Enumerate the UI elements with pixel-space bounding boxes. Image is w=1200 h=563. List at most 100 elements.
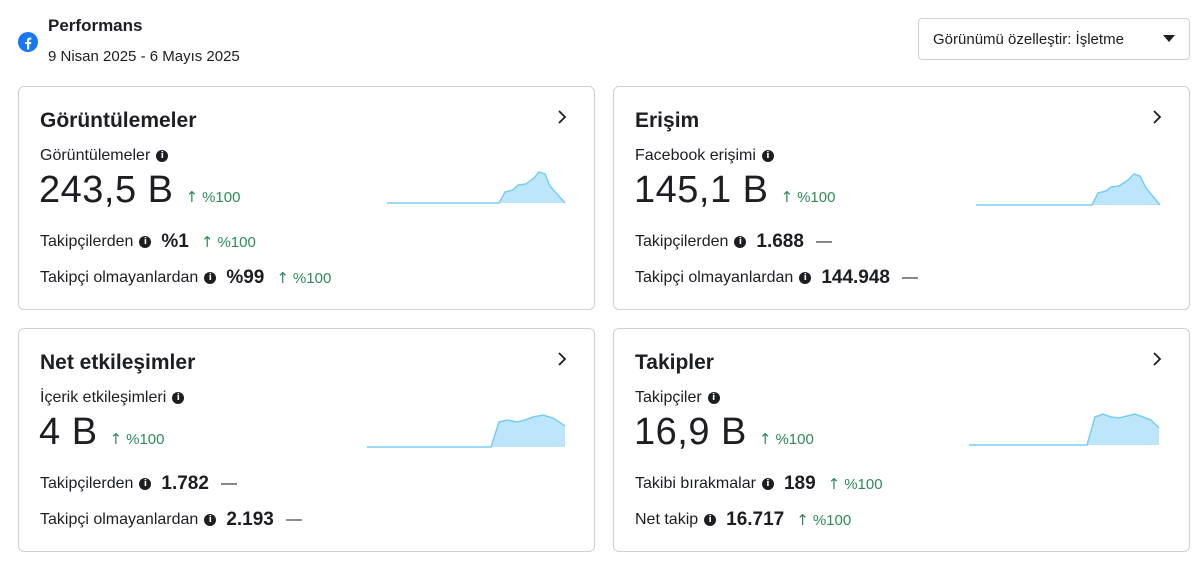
- row-from-non-followers: Takipçi olmayanlardan i 144.948 —: [635, 267, 918, 289]
- metric-change: ↑ %100: [759, 430, 814, 448]
- row-label: Net takip: [635, 511, 699, 528]
- arrow-up-icon: ↑: [109, 430, 123, 448]
- arrow-up-icon: ↑: [276, 269, 289, 287]
- info-icon[interactable]: i: [734, 236, 747, 248]
- row-change: —: [220, 475, 237, 492]
- row-label: Takipçi olmayanlardan: [40, 269, 199, 286]
- row-change: ↑ %100: [276, 269, 331, 287]
- sparkline-chart: [969, 413, 1160, 446]
- row-label: Takipçilerden: [40, 475, 134, 492]
- row-label: Takibi bırakmalar: [635, 475, 756, 492]
- info-icon[interactable]: i: [761, 478, 774, 490]
- chevron-right-icon[interactable]: [556, 351, 568, 367]
- row-change: ↑ %100: [201, 233, 256, 251]
- page-title: Performans: [48, 16, 143, 35]
- row-change-text: %100: [292, 270, 332, 287]
- facebook-logo-icon: [18, 32, 38, 52]
- date-range: 9 Nisan 2025 - 6 Mayıs 2025: [48, 48, 240, 65]
- customize-view-label: Görünümü özelleştir: İşletme: [933, 30, 1124, 48]
- metric-change-text: %100: [775, 431, 814, 448]
- card-follows: Takipler Takipçiler i 16,9 B ↑ %100 Takibi…: [613, 328, 1190, 552]
- row-unfollows: Takibi bırakmalar i 189 ↑ %100: [635, 473, 883, 495]
- row-label: Takipçi olmayanlardan: [40, 511, 199, 528]
- info-icon[interactable]: i: [204, 272, 217, 284]
- row-label: Takipçi olmayanlardan: [635, 269, 794, 286]
- row-label: Takipçilerden: [635, 233, 729, 250]
- info-icon[interactable]: i: [707, 392, 720, 404]
- sparkline-chart: [367, 414, 566, 448]
- row-value: 2.193: [226, 509, 274, 530]
- metric-value-row: 16,9 B ↑ %100: [634, 411, 814, 454]
- metric-value: 145,1 B: [634, 169, 769, 211]
- metric-label-text: Görüntülemeler: [40, 147, 151, 164]
- info-icon[interactable]: i: [204, 514, 217, 526]
- arrow-up-icon: ↑: [200, 233, 214, 251]
- performance-header: Performans 9 Nisan 2025 - 6 Mayıs 2025 G…: [18, 14, 1190, 74]
- info-icon[interactable]: i: [704, 514, 717, 526]
- row-change-text: %100: [812, 512, 852, 529]
- card-title: Takipler: [635, 351, 714, 374]
- row-from-non-followers: Takipçi olmayanlardan i %99 ↑ %100: [40, 267, 331, 289]
- card-title: Görüntülemeler: [40, 109, 197, 132]
- customize-view-dropdown[interactable]: Görünümü özelleştir: İşletme: [918, 18, 1190, 60]
- row-value: 1.688: [756, 231, 804, 252]
- metric-value-row: 145,1 B ↑ %100: [634, 169, 835, 212]
- row-change: —: [815, 233, 832, 250]
- chevron-right-icon[interactable]: [1151, 109, 1163, 125]
- metric-label: İçerik etkileşimleri i: [40, 389, 185, 407]
- metric-change: ↑ %100: [110, 430, 165, 448]
- chevron-right-icon[interactable]: [556, 109, 568, 125]
- metric-change-text: %100: [126, 431, 165, 448]
- metric-label-text: Facebook erişimi: [635, 147, 756, 164]
- metric-value-row: 4 B ↑ %100: [39, 411, 165, 454]
- metric-label: Takipçiler i: [635, 389, 720, 407]
- row-value: 16.717: [726, 509, 785, 530]
- metric-label: Facebook erişimi i: [635, 147, 774, 165]
- chevron-right-icon[interactable]: [1151, 351, 1163, 367]
- row-from-followers: Takipçilerden i 1.782 —: [40, 473, 237, 495]
- row-change-text: %100: [844, 476, 883, 493]
- row-from-followers: Takipçilerden i %1 ↑ %100: [40, 231, 256, 253]
- metric-label-text: İçerik etkileşimleri: [40, 389, 167, 406]
- row-net-follows: Net takip i 16.717 ↑ %100: [635, 509, 851, 531]
- metric-label: Görüntülemeler i: [40, 147, 169, 165]
- arrow-up-icon: ↑: [796, 511, 809, 529]
- metric-change: ↑ %100: [781, 188, 836, 206]
- info-icon[interactable]: i: [139, 236, 152, 248]
- row-value: %1: [161, 231, 189, 252]
- metric-change-text: %100: [797, 189, 836, 206]
- info-icon[interactable]: i: [799, 272, 812, 284]
- row-value: 144.948: [821, 267, 890, 288]
- row-change: —: [285, 511, 302, 528]
- metric-value-row: 243,5 B ↑ %100: [39, 169, 240, 212]
- arrow-up-icon: ↑: [758, 430, 772, 448]
- card-title: Erişim: [635, 109, 700, 132]
- row-change: ↑ %100: [828, 475, 883, 493]
- metric-label-text: Takipçiler: [635, 389, 702, 406]
- card-impressions: Görüntülemeler Görüntülemeler i 243,5 B ↑…: [18, 86, 595, 310]
- row-label: Takipçilerden: [40, 233, 134, 250]
- info-icon[interactable]: i: [172, 392, 185, 404]
- metric-value: 4 B: [39, 411, 98, 453]
- card-net-engagement: Net etkileşimler İçerik etkileşimleri i 4…: [18, 328, 595, 552]
- row-from-non-followers: Takipçi olmayanlardan i 2.193 —: [40, 509, 302, 531]
- metric-change-text: %100: [202, 189, 241, 206]
- info-icon[interactable]: i: [156, 150, 169, 162]
- arrow-up-icon: ↑: [185, 188, 199, 206]
- card-reach: Erişim Facebook erişimi i 145,1 B ↑ %100 T…: [613, 86, 1190, 310]
- info-icon[interactable]: i: [139, 478, 152, 490]
- row-value: %99: [226, 267, 265, 288]
- row-change: ↑ %100: [796, 511, 851, 529]
- metric-change: ↑ %100: [186, 188, 241, 206]
- info-icon[interactable]: i: [761, 150, 774, 162]
- metric-value: 243,5 B: [39, 169, 174, 211]
- row-change: —: [902, 269, 918, 286]
- card-title: Net etkileşimler: [40, 351, 196, 374]
- row-value: 189: [783, 473, 816, 494]
- arrow-up-icon: ↑: [827, 475, 841, 493]
- row-from-followers: Takipçilerden i 1.688 —: [635, 231, 832, 253]
- sparkline-chart: [976, 173, 1161, 206]
- row-value: 1.782: [161, 473, 209, 494]
- sparkline-chart: [387, 171, 566, 204]
- metric-value: 16,9 B: [634, 411, 747, 453]
